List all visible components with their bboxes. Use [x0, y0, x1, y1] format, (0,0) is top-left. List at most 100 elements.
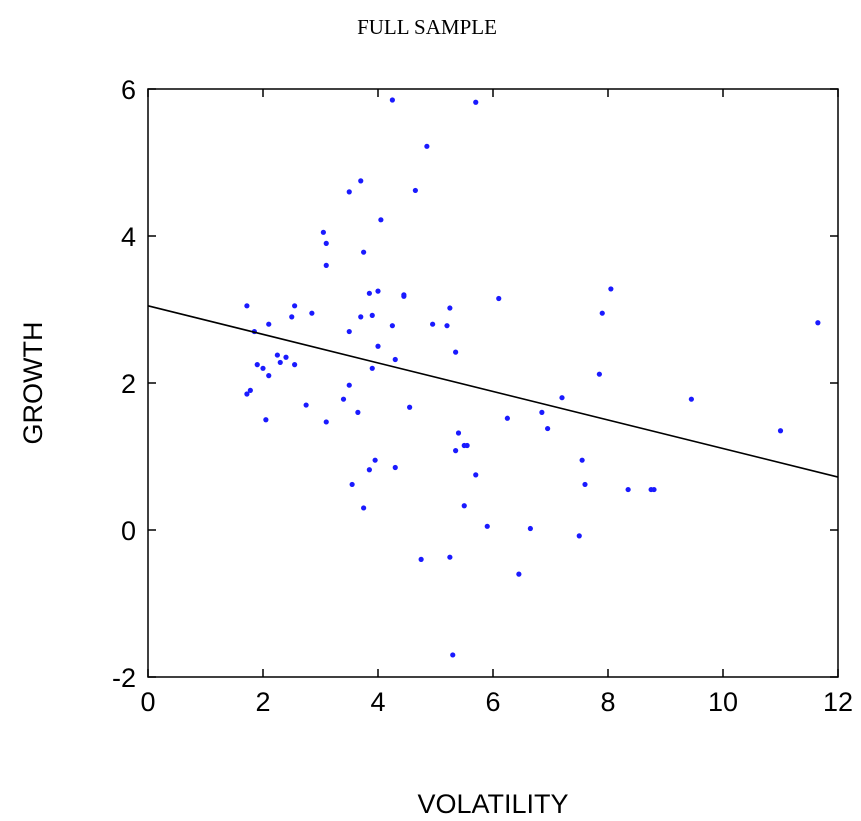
data-point	[527, 525, 533, 532]
data-point	[389, 323, 395, 329]
data-point	[815, 320, 821, 326]
data-point	[266, 321, 272, 327]
data-point	[372, 457, 378, 463]
fit-line	[147, 305, 839, 478]
data-point	[424, 143, 430, 149]
x-tick-label: 0	[140, 687, 155, 717]
data-point	[389, 97, 395, 103]
data-point	[418, 556, 424, 563]
data-point	[277, 359, 283, 366]
data-point	[323, 240, 329, 246]
data-point	[625, 486, 631, 493]
data-point	[346, 382, 352, 388]
data-point	[407, 404, 413, 410]
data-point	[292, 303, 298, 309]
data-point	[346, 328, 352, 335]
data-point	[366, 290, 372, 296]
data-point	[504, 415, 510, 421]
y-axis-label: GROWTH	[18, 322, 48, 445]
x-axis-label: VOLATILITY	[417, 789, 568, 819]
data-point	[340, 396, 347, 402]
data-point	[473, 99, 479, 105]
data-point	[378, 217, 384, 223]
data-point	[496, 295, 502, 302]
data-point	[254, 362, 260, 368]
y-tick-label: 2	[121, 369, 136, 399]
data-point	[461, 503, 467, 509]
data-point	[355, 409, 361, 415]
data-point	[444, 323, 450, 329]
data-point	[447, 305, 453, 311]
data-point	[484, 523, 490, 529]
fit-line-group	[147, 305, 839, 478]
data-point	[579, 457, 585, 463]
data-point	[582, 481, 588, 488]
data-point	[320, 229, 326, 235]
data-point	[289, 314, 295, 320]
data-point	[392, 356, 398, 363]
data-point	[244, 303, 250, 309]
data-point	[349, 481, 355, 488]
y-tick-label: 0	[121, 516, 136, 546]
y-tick-label: 6	[121, 75, 136, 105]
data-point	[303, 402, 309, 408]
data-points	[244, 97, 821, 658]
data-point	[545, 425, 551, 432]
data-point	[401, 292, 407, 298]
data-point	[559, 395, 565, 401]
data-point	[375, 343, 381, 349]
data-point	[369, 312, 375, 318]
data-point	[323, 262, 329, 268]
data-point	[453, 448, 459, 454]
data-point	[608, 286, 614, 292]
data-point	[283, 354, 289, 360]
data-point	[455, 430, 462, 436]
x-tick-label: 10	[708, 687, 738, 717]
axis-ticks	[147, 88, 839, 678]
data-point	[539, 409, 545, 415]
data-point	[375, 288, 381, 294]
data-point	[244, 391, 250, 397]
data-point	[453, 349, 459, 355]
chart-title: FULL SAMPLE	[357, 15, 497, 39]
data-point	[430, 321, 436, 327]
data-point	[464, 442, 470, 449]
data-point	[361, 505, 367, 511]
data-point	[450, 652, 456, 658]
data-point	[596, 371, 602, 377]
data-point	[358, 178, 364, 184]
data-point	[323, 419, 329, 425]
data-point	[516, 571, 522, 577]
x-tick-label: 2	[255, 687, 270, 717]
data-point	[361, 249, 367, 255]
data-point	[688, 396, 694, 402]
data-point	[599, 310, 605, 316]
x-tick-label: 8	[600, 687, 615, 717]
data-point	[266, 373, 272, 379]
data-point	[366, 467, 372, 473]
data-point	[576, 533, 582, 539]
data-point	[651, 486, 657, 493]
data-point	[274, 352, 280, 358]
data-point	[447, 554, 453, 560]
data-point	[247, 387, 253, 393]
data-point	[412, 187, 418, 194]
data-point	[777, 428, 784, 434]
x-tick-label: 6	[485, 687, 500, 717]
x-tick-label: 4	[370, 687, 385, 717]
plot-frame	[147, 88, 839, 678]
data-point	[473, 472, 479, 478]
data-point	[309, 310, 315, 316]
data-point	[263, 417, 269, 423]
data-point	[392, 464, 398, 471]
y-tick-label: 4	[121, 222, 136, 252]
data-point	[292, 362, 298, 368]
y-tick-label: -2	[112, 663, 136, 693]
data-point	[358, 314, 364, 320]
data-point	[346, 189, 352, 195]
data-point	[369, 365, 375, 371]
x-tick-label: 12	[823, 687, 853, 717]
